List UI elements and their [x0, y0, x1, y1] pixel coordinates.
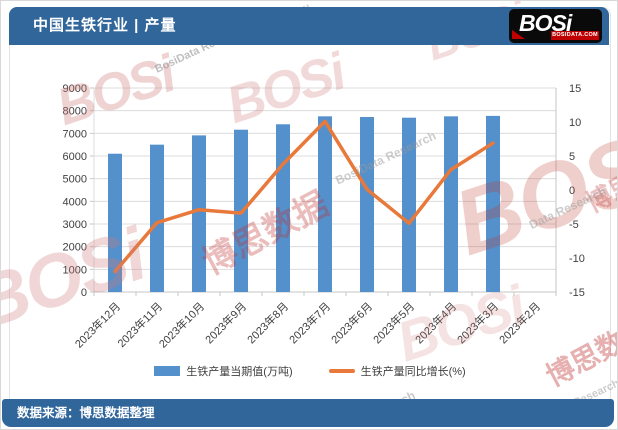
right-axis-label: 15: [569, 83, 581, 95]
x-axis-label: 2023年7月: [286, 299, 333, 346]
logo-triangle-icon: [512, 30, 525, 39]
bar: [318, 116, 332, 292]
chart-legend: 生铁产量当期值(万吨) 生铁产量同比增长(%): [1, 363, 617, 379]
right-axis-label: 0: [569, 185, 575, 197]
legend-label-bar: 生铁产量当期值(万吨): [186, 366, 293, 378]
bar: [150, 144, 164, 292]
production-chart: 0 1000 2000 3000 4000 5000 6000 7000 8000 9000 -15…: [63, 83, 585, 351]
left-axis-label: 8000: [63, 106, 87, 118]
left-axis-label: 7000: [63, 128, 87, 140]
bar: [192, 135, 206, 292]
left-axis-label: 1000: [63, 264, 87, 276]
left-axis-label: 4000: [63, 196, 87, 208]
x-axis-label: 2023年4月: [412, 299, 459, 346]
header-bar: 中国生铁行业 | 产量 BOSi BOSIDATA.COM: [9, 7, 609, 45]
chart-card: 中国生铁行业 | 产量 BOSi BOSIDATA.COM: [9, 7, 611, 403]
bar: [360, 117, 374, 292]
right-axis-label: 10: [569, 117, 581, 129]
left-axis-label: 3000: [63, 219, 87, 231]
bar: [108, 153, 122, 292]
right-axis-label: -15: [569, 287, 585, 299]
bar: [276, 124, 290, 292]
line-series: [113, 119, 495, 274]
left-axis-label: 9000: [63, 83, 87, 95]
x-axis-label: 2023年8月: [244, 299, 291, 346]
legend-label-line: 生铁产量同比增长(%): [360, 366, 466, 378]
left-axis-label: 2000: [63, 242, 87, 254]
left-axis-label: 6000: [63, 151, 87, 163]
x-axis-label: 2023年10月: [156, 299, 207, 350]
logo-domain: BOSIDATA.COM: [551, 31, 599, 40]
right-axis-label: 5: [569, 151, 575, 163]
x-axis-label: 2023年3月: [454, 299, 501, 346]
data-source-label: 数据来源：博思数据整理: [17, 406, 155, 420]
legend-item-line: 生铁产量同比增长(%): [328, 363, 466, 379]
bar: [402, 117, 416, 292]
x-axis-label: 2023年2月: [496, 299, 543, 346]
bosi-logo: BOSi BOSIDATA.COM: [509, 9, 602, 43]
right-axis-label: -5: [569, 219, 579, 231]
x-axis-label: 2023年9月: [202, 299, 249, 346]
x-axis-label: 2023年12月: [72, 299, 123, 350]
left-axis-label: 0: [81, 287, 87, 299]
page-title: 中国生铁行业 | 产量: [33, 17, 177, 34]
legend-item-bar: 生铁产量当期值(万吨): [154, 363, 293, 379]
footer-bar: 数据来源：博思数据整理: [2, 399, 614, 427]
bar: [444, 116, 458, 292]
bar: [486, 115, 500, 292]
left-axis-label: 5000: [63, 174, 87, 186]
line-swatch-icon: [328, 369, 355, 373]
bar-swatch-icon: [154, 366, 181, 376]
right-axis-label: -10: [569, 253, 585, 265]
x-axis-label: 2023年5月: [370, 299, 417, 346]
x-axis-label: 2023年6月: [328, 299, 375, 346]
